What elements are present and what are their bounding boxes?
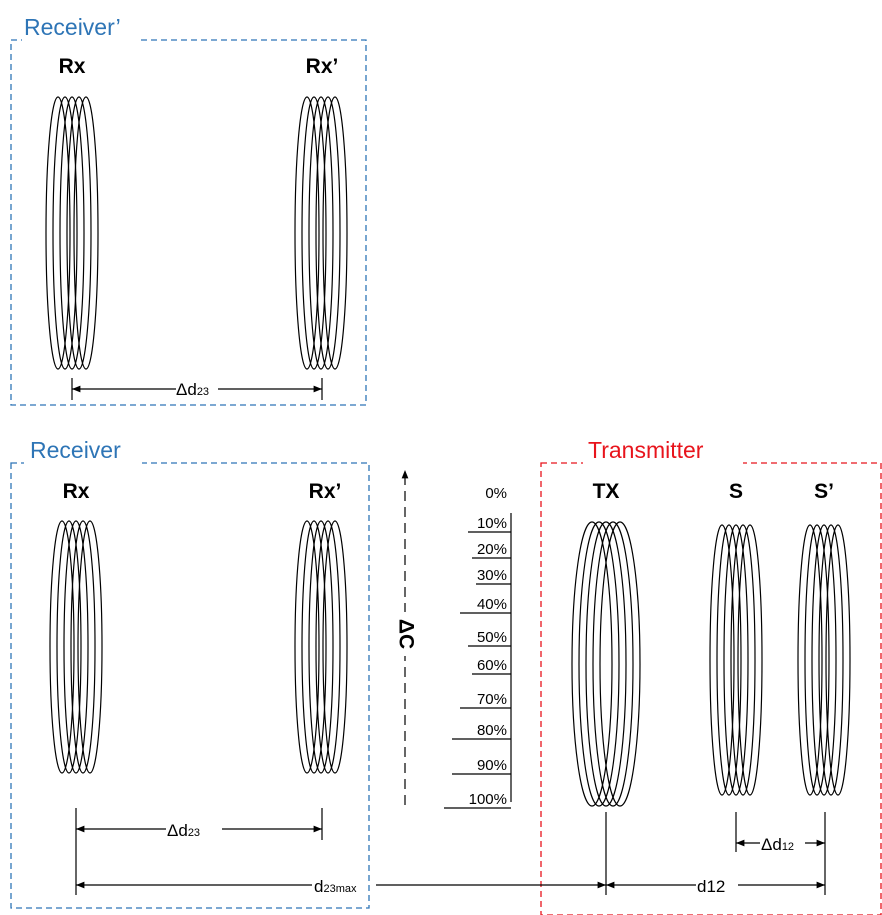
percent-label: 80% [477, 722, 507, 739]
percent-label: 0% [485, 485, 507, 502]
transmitter-sp-label: S’ [814, 480, 834, 503]
receiver-frame [10, 462, 370, 909]
receiver-prime-rx-label: Rx [59, 55, 86, 78]
receiver-prime-rx-coil [45, 96, 99, 370]
receiver-rxp-coil [294, 520, 348, 774]
delta-c-label: ΔC [394, 619, 417, 649]
transmitter-group: Transmitter TX S S’ [540, 437, 882, 915]
receiver-prime-delta-d23: Δd23 [71, 378, 323, 400]
percent-scale: 0% 10% 20% 30% 40% 50% 60% 70% 80% 90% 100% [444, 485, 512, 809]
transmitter-dim-delta: Δd [761, 835, 782, 854]
svg-text:d23max: d23max [314, 877, 357, 896]
receiver-prime-rxp-label: Rx’ [306, 55, 339, 78]
receiver-rx-label: Rx [63, 480, 90, 503]
percent-label: 30% [477, 567, 507, 584]
transmitter-dim-sub: 12 [782, 841, 794, 853]
d23max-sub: 23max [323, 883, 357, 895]
svg-text:Δd23: Δd23 [176, 380, 209, 399]
receiver-rx-coil [49, 520, 103, 774]
receiver-prime-dim-delta: Δd [176, 380, 197, 399]
percent-label: 70% [477, 691, 507, 708]
transmitter-sp-coil [797, 524, 851, 796]
receiver-prime-dim-sub: 23 [197, 386, 209, 398]
delta-c-arrow: ΔC [393, 470, 417, 805]
d12-dimension: d12 [606, 877, 825, 896]
d23max-dimension: d23max [76, 812, 607, 896]
receiver-rxp-label: Rx’ [309, 480, 342, 503]
transmitter-tx-coil [571, 521, 641, 807]
percent-label: 100% [469, 791, 507, 808]
percent-label: 20% [477, 541, 507, 558]
svg-text:Δd12: Δd12 [761, 835, 794, 854]
receiver-delta-d23: Δd23 [75, 808, 323, 895]
percent-label: 50% [477, 629, 507, 646]
transmitter-title: Transmitter [588, 437, 704, 463]
svg-text:Δd23: Δd23 [167, 821, 200, 840]
percent-label: 90% [477, 757, 507, 774]
receiver-title: Receiver [30, 437, 121, 463]
percent-label: 10% [477, 515, 507, 532]
percent-label: 60% [477, 657, 507, 674]
receiver-dim-delta: Δd [167, 821, 188, 840]
transmitter-delta-d12: Δd12 [735, 812, 826, 895]
receiver-prime-rxp-coil [294, 96, 348, 370]
receiver-dim-sub: 23 [188, 827, 200, 839]
receiver-prime-title: Receiver’ [24, 14, 121, 40]
d12-label: d12 [697, 877, 725, 896]
transmitter-s-coil [709, 524, 763, 796]
receiver-group: Receiver Rx Rx’ Δd23 [10, 437, 370, 909]
transmitter-s-label: S [729, 480, 743, 503]
percent-label: 40% [477, 596, 507, 613]
transmitter-tx-label: TX [593, 480, 620, 503]
d23max-main: d [314, 877, 323, 896]
receiver-prime-group: Receiver’ Rx Rx’ Δd23 [10, 14, 367, 406]
